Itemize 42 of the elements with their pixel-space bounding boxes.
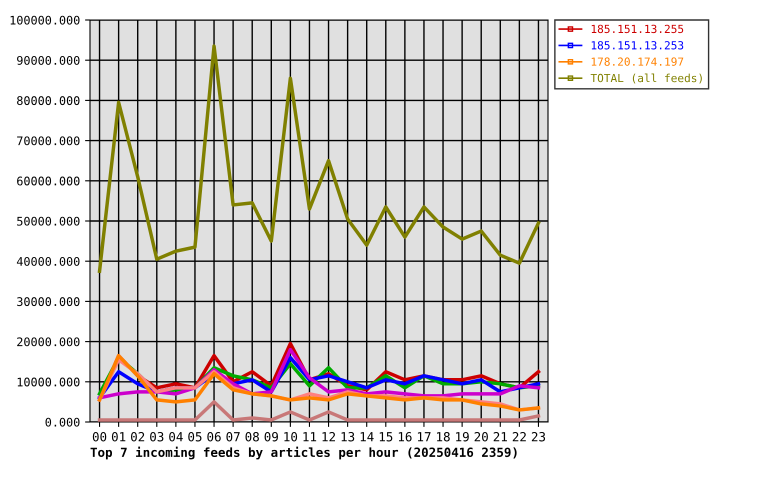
x-tick-label: 03 — [150, 432, 164, 442]
x-tick-label: 06 — [207, 432, 221, 442]
x-tick-label: 02 — [130, 432, 144, 442]
x-tick-label: 10 — [284, 432, 298, 442]
line-series — [98, 400, 540, 422]
legend-label: 185.151.13.255 — [592, 24, 684, 34]
x-tick-label: 14 — [360, 432, 374, 442]
x-tick-label: 09 — [264, 432, 278, 442]
legend-label: 178.20.174.197 — [592, 57, 684, 66]
x-tick-label: 21 — [494, 432, 507, 442]
x-tick-label: 01 — [112, 432, 126, 442]
x-tick-label: 08 — [245, 432, 259, 442]
legend-label: 185.151.13.253 — [592, 41, 684, 50]
x-tick-label: 12 — [322, 432, 336, 442]
x-tick-label: 23 — [532, 432, 546, 442]
x-tick-label: 22 — [512, 432, 526, 442]
x-tick-label: 17 — [418, 432, 431, 442]
y-tick-label: 100000.000 — [10, 16, 80, 25]
x-tick-label: 18 — [437, 432, 450, 442]
y-tick-label: 70000.000 — [17, 136, 80, 146]
x-axis-title: Top 7 incoming feeds by articles per hour (20250416 2359) — [90, 446, 517, 460]
y-tick-label: 20000.000 — [17, 337, 80, 346]
legend-label: TOTAL (all feeds) — [590, 74, 702, 84]
line-series — [98, 44, 540, 273]
x-tick-label: 15 — [380, 432, 392, 442]
x-tick-label: 05 — [188, 432, 202, 442]
y-tick-label: 60000.000 — [17, 176, 80, 186]
y-tick-label: 0.000 — [46, 418, 80, 427]
y-tick-label: 40000.000 — [16, 256, 80, 266]
x-tick-label: 19 — [456, 432, 469, 442]
x-tick-label: 13 — [342, 432, 354, 442]
y-tick-label: 10000.000 — [18, 378, 80, 386]
y-tick-label: 80000.000 — [17, 96, 80, 106]
y-tick-label: 50000.000 — [17, 216, 80, 226]
x-tick-label: 11 — [303, 432, 316, 442]
x-tick-label: 00 — [92, 432, 106, 442]
x-tick-label: 16 — [398, 432, 412, 442]
x-tick-label: 20 — [474, 432, 488, 442]
y-tick-label: 30000.000 — [17, 297, 80, 306]
y-tick-label: 90000.000 — [17, 56, 80, 65]
x-tick-label: 04 — [169, 432, 183, 442]
x-tick-label: 07 — [226, 432, 240, 442]
